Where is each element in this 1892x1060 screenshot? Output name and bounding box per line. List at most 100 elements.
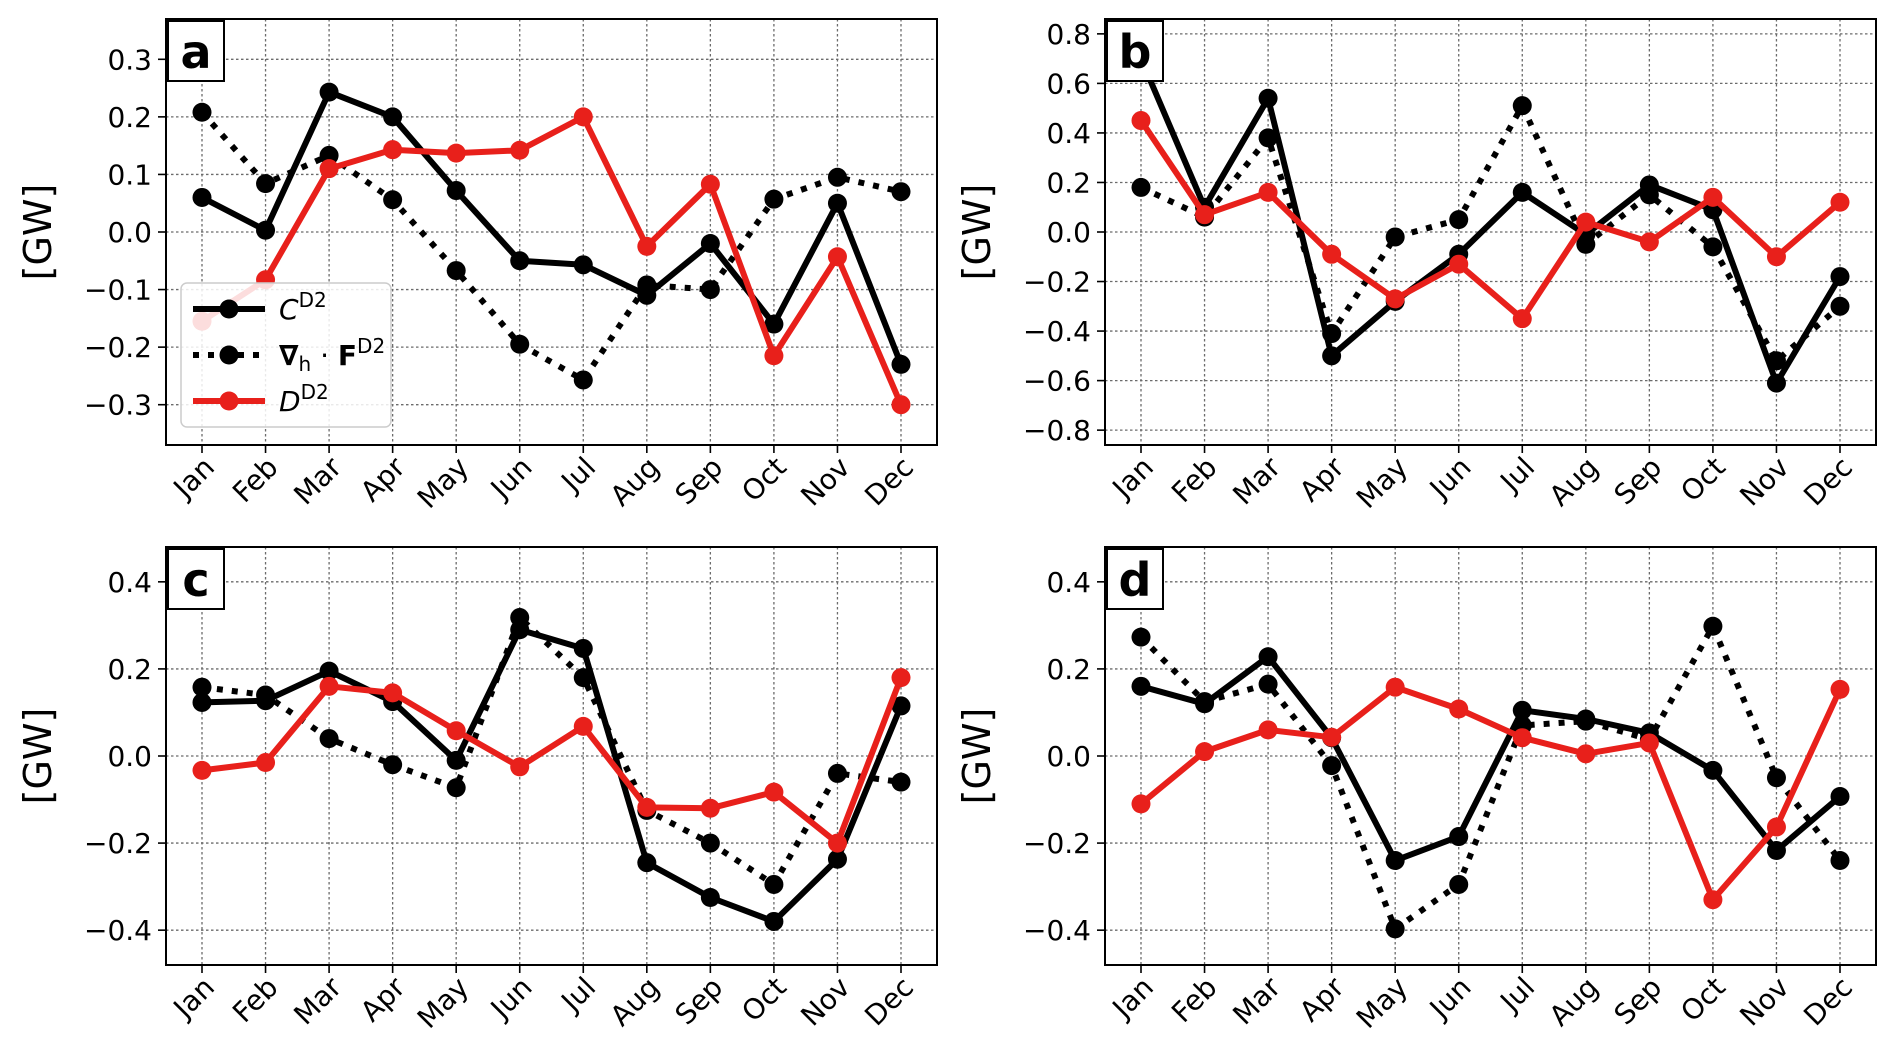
plot-frame: [1104, 18, 1877, 446]
x-tick-label: Dec: [858, 451, 920, 513]
x-tick-label: Nov: [1733, 451, 1795, 513]
x-tick-label: Dec: [858, 971, 920, 1033]
panel-c: 0.4 0.2 0.0 −0.2 −0.4 Jan Feb Mar Apr May Jun Jul Au…: [16, 546, 938, 1035]
x-tick-label: Dec: [1797, 971, 1859, 1033]
data-point-div: [1576, 711, 1596, 731]
y-tick-label: 0.1: [107, 158, 152, 191]
x-tick-label: Aug: [604, 971, 666, 1033]
data-point-C: [637, 853, 657, 873]
y-tick-label: −0.6: [1023, 365, 1091, 398]
y-tick-label: −0.8: [1023, 414, 1091, 447]
x-tick-label: Oct: [1674, 971, 1732, 1029]
y-tick-label: 0.4: [107, 566, 152, 599]
data-point-D: [1449, 699, 1469, 719]
y-tick-label: 0.2: [107, 653, 152, 686]
data-point-div: [1258, 128, 1278, 148]
data-point-div: [1195, 692, 1215, 712]
data-point-div: [1322, 324, 1342, 344]
data-point-D: [1385, 289, 1405, 309]
y-tick-label: 0.0: [1046, 216, 1091, 249]
y-tick-label: −0.2: [84, 827, 152, 860]
x-tick-label: May: [1350, 451, 1414, 515]
data-point-D: [1131, 794, 1151, 814]
data-point-C: [1766, 840, 1786, 860]
x-tick-label: Feb: [226, 451, 284, 509]
data-point-D: [1512, 309, 1532, 329]
data-point-div: [1639, 185, 1659, 205]
data-point-C: [1766, 373, 1786, 393]
series-group: [192, 82, 911, 415]
y-tick-label: 0.0: [1046, 740, 1091, 773]
data-point-div: [1766, 351, 1786, 371]
legend-label-div: ∇h · FD2: [279, 334, 385, 376]
data-point-D: [764, 346, 784, 366]
series-line-C: [1140, 653, 1842, 864]
data-point-div: [1766, 768, 1786, 788]
data-point-C: [700, 888, 720, 908]
x-tick-label: Nov: [794, 451, 856, 513]
x-tick-label: May: [411, 971, 475, 1035]
data-point-C: [573, 255, 593, 275]
x-tick-label: Jan: [1105, 451, 1160, 506]
x-tick-label: Aug: [1543, 971, 1605, 1033]
data-point-C: [764, 911, 784, 931]
data-point-D: [446, 721, 466, 741]
data-point-D: [573, 107, 593, 127]
series-line-D: [201, 676, 904, 847]
data-point-C: [827, 849, 847, 869]
panel-letter-box: [1106, 20, 1164, 82]
data-point-div: [573, 370, 593, 390]
y-axis-label: [GW]: [955, 184, 999, 281]
x-tick-label: Mar: [1226, 970, 1287, 1031]
x-tick-label: Mar: [287, 970, 348, 1031]
data-point-div: [1703, 616, 1723, 636]
data-point-D: [764, 782, 784, 802]
panel-letter: b: [1119, 25, 1152, 79]
data-point-div: [319, 729, 339, 749]
data-point-div: [700, 280, 720, 300]
data-point-C: [1258, 647, 1278, 667]
data-point-div: [1385, 919, 1405, 939]
y-tick-label: 0.6: [1046, 67, 1091, 100]
series-line-C: [200, 89, 904, 366]
y-tick-label: 0.4: [1046, 117, 1091, 150]
series-group: [1131, 49, 1850, 393]
x-tick-label: Nov: [1733, 971, 1795, 1033]
data-point-D: [891, 668, 911, 688]
x-tick-label: Oct: [1674, 451, 1732, 509]
data-point-D: [510, 140, 530, 160]
data-point-C: [192, 692, 212, 712]
x-tick-label: Sep: [669, 971, 730, 1032]
x-tick-label: Jan: [166, 971, 221, 1026]
data-point-D: [1512, 728, 1532, 748]
panel-letter-box: [167, 548, 225, 610]
x-tick-label: Jan: [166, 451, 221, 506]
y-tick-label: −0.2: [1023, 827, 1091, 860]
x-tick-label: Aug: [1543, 451, 1605, 513]
y-tick-label: −0.4: [1023, 914, 1091, 947]
y-tick-label: −0.4: [84, 914, 152, 947]
panel-letter: d: [1119, 553, 1152, 607]
x-tick-label: Apr: [1293, 970, 1351, 1028]
x-tick-label: Jul: [554, 451, 603, 500]
data-point-div: [383, 190, 403, 210]
y-tick-label: 0.8: [1046, 18, 1091, 51]
data-point-C: [1703, 760, 1723, 780]
data-point-C: [319, 661, 339, 681]
x-tick-label: Jul: [1493, 451, 1542, 500]
data-point-div: [1385, 227, 1405, 247]
data-point-div: [1830, 851, 1850, 870]
panel-b: 0.8 0.6 0.4 0.2 0.0 −0.2 −0.4 −0.6 −0.8 Jan Feb Mar…: [955, 18, 1877, 515]
panel-letter: c: [182, 553, 209, 607]
x-tick-label: Oct: [735, 451, 793, 509]
x-tick-label: May: [411, 451, 475, 515]
data-point-div: [891, 772, 911, 792]
x-tick-label: Jun: [483, 451, 539, 507]
legend-label-C: CD2: [279, 288, 327, 326]
x-tick-label: Jun: [1422, 451, 1478, 507]
x-tick-label: May: [1350, 971, 1414, 1035]
x-tick-label: Mar: [1226, 450, 1287, 511]
data-point-div: [383, 755, 403, 775]
series-line-D: [1139, 684, 1843, 903]
